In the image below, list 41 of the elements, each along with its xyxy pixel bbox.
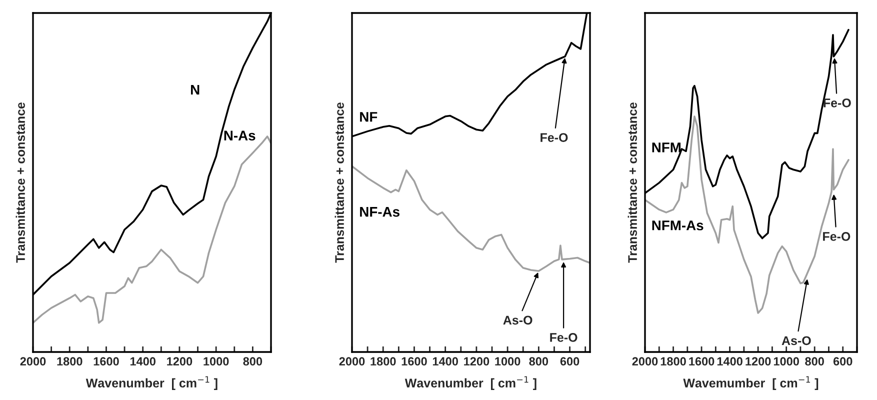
x-tick-label: 800 xyxy=(805,357,824,366)
x-tick-label: 600 xyxy=(833,357,852,366)
series-label: NF xyxy=(360,112,378,122)
y-axis-title: Transmittance + constance xyxy=(16,102,25,263)
x-tick-label: 800 xyxy=(243,357,262,366)
x-tick-label: 1600 xyxy=(689,357,714,366)
x-axis-title: Wavenumber [ cm$^{−1}$ ] xyxy=(86,376,218,390)
x-tick-label: 800 xyxy=(529,357,548,366)
x-tick-label: 2000 xyxy=(20,357,46,366)
series-label: N-As xyxy=(224,130,256,140)
x-axis-title: Wavenumber [ cm$^{−1}$ ] xyxy=(404,376,536,390)
annotation: Fe-O xyxy=(824,98,851,108)
annotation: Fe-O xyxy=(823,232,850,241)
x-tick-label: 1200 xyxy=(167,357,192,366)
x-tick-label: 1200 xyxy=(464,357,490,366)
x-tick-label: 1800 xyxy=(660,357,686,366)
x-tick-label: 1400 xyxy=(432,357,458,366)
x-tick-label: 1600 xyxy=(402,357,427,366)
x-tick-label: 1200 xyxy=(746,357,771,366)
annotation: Fe-O xyxy=(550,333,578,342)
x-tick-label: 1400 xyxy=(130,357,156,366)
text: N xyxy=(191,85,200,95)
annotation: As-O xyxy=(782,336,811,346)
x-tick-label: 1000 xyxy=(204,357,229,366)
x-tick-label: 1400 xyxy=(717,357,742,366)
x-tick-label: 2000 xyxy=(632,357,658,366)
annotation: Fe-O xyxy=(540,133,568,142)
y-axis-title: Transmittance + constance xyxy=(334,102,344,263)
x-tick-label: 1000 xyxy=(774,357,799,366)
series-label: NFM-As xyxy=(652,220,704,230)
x-axis-title: Wavemumber [ cm$^{−1}$ ] xyxy=(683,376,818,390)
y-axis-title: Transmittance + constance xyxy=(628,102,637,263)
x-tick-label: 1800 xyxy=(370,357,396,366)
x-tick-label: 600 xyxy=(560,357,580,366)
x-tick-label: 2000 xyxy=(339,357,365,366)
x-tick-label: 1000 xyxy=(495,357,520,366)
series-label: NFM xyxy=(652,142,681,152)
series-label: NF-As xyxy=(360,207,400,217)
x-tick-label: 1800 xyxy=(57,357,82,366)
x-tick-label: 1600 xyxy=(94,357,119,366)
annotation: As-O xyxy=(503,316,532,325)
